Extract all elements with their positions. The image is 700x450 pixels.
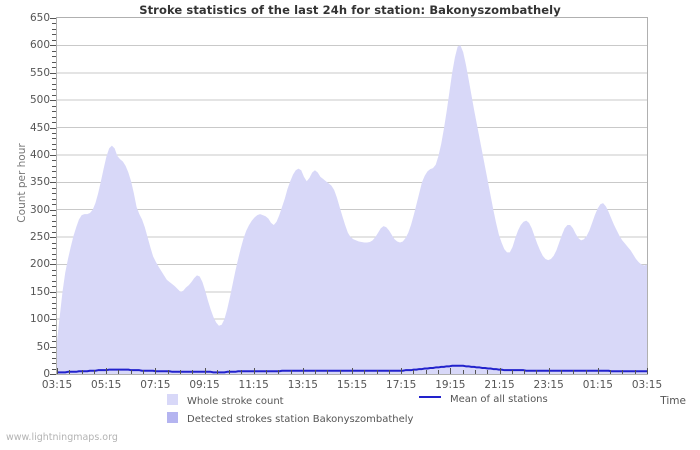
x-tick-label: 13:15 (287, 379, 318, 391)
y-tick-label: 150 (29, 285, 50, 298)
legend-label: Detected strokes station Bakonyszombathe… (187, 414, 414, 425)
legend-label: Mean of all stations (450, 394, 548, 405)
legend-item-whole-stroke-count: Whole stroke count (167, 394, 284, 407)
y-tick-label: 0 (43, 368, 50, 380)
x-tick-label: 15:15 (336, 379, 368, 391)
legend-swatch-icon (167, 412, 178, 423)
x-axis-title: Time (660, 395, 686, 407)
y-tick-label: 450 (29, 121, 50, 134)
y-tick-label: 50 (36, 340, 50, 353)
y-tick-label: 100 (29, 313, 50, 326)
x-tick-label: 23:15 (533, 379, 564, 391)
plot-area (56, 17, 648, 375)
y-tick-label: 200 (29, 258, 50, 271)
y-tick-label: 550 (29, 66, 50, 79)
y-tick-label: 300 (29, 203, 50, 216)
y-tick-label: 500 (29, 94, 50, 107)
y-tick-label: 400 (29, 148, 50, 161)
chart-plot-svg (57, 44, 647, 374)
x-tick-label: 21:15 (484, 379, 515, 391)
legend-item-detected-strokes: Detected strokes station Bakonyszombathe… (167, 412, 413, 425)
x-tick-marks (57, 368, 648, 374)
legend-line-icon (419, 396, 441, 398)
x-tick-label: 01:15 (582, 379, 613, 391)
x-tick-label: 19:15 (435, 379, 466, 391)
x-tick-label: 03:15 (41, 379, 73, 391)
x-tick-label: 11:15 (238, 379, 269, 391)
chart-legend: Whole stroke count Detected strokes stat… (0, 392, 700, 428)
x-tick-label: 03:15 (631, 379, 663, 391)
watermark: www.lightningmaps.org (6, 432, 118, 443)
y-tick-label: 250 (29, 231, 50, 244)
y-axis: Count per hour 0 50 100 150 200 250 300 350 400 4… (0, 12, 56, 380)
chart-title: Stroke statistics of the last 24h for st… (139, 3, 561, 17)
x-tick-label: 05:15 (91, 379, 122, 391)
x-tick-label: 17:15 (386, 379, 417, 391)
x-tick-label: 07:15 (140, 379, 171, 391)
y-tick-label: 350 (29, 176, 50, 189)
legend-label: Whole stroke count (187, 396, 284, 407)
x-tick-label: 09:15 (189, 379, 220, 391)
y-tick-label: 600 (29, 39, 50, 52)
y-tick-marks (50, 17, 56, 375)
y-tick-label: 650 (29, 12, 50, 24)
legend-swatch-icon (167, 394, 178, 405)
legend-item-mean-of-all-stations: Mean of all stations (419, 394, 548, 405)
